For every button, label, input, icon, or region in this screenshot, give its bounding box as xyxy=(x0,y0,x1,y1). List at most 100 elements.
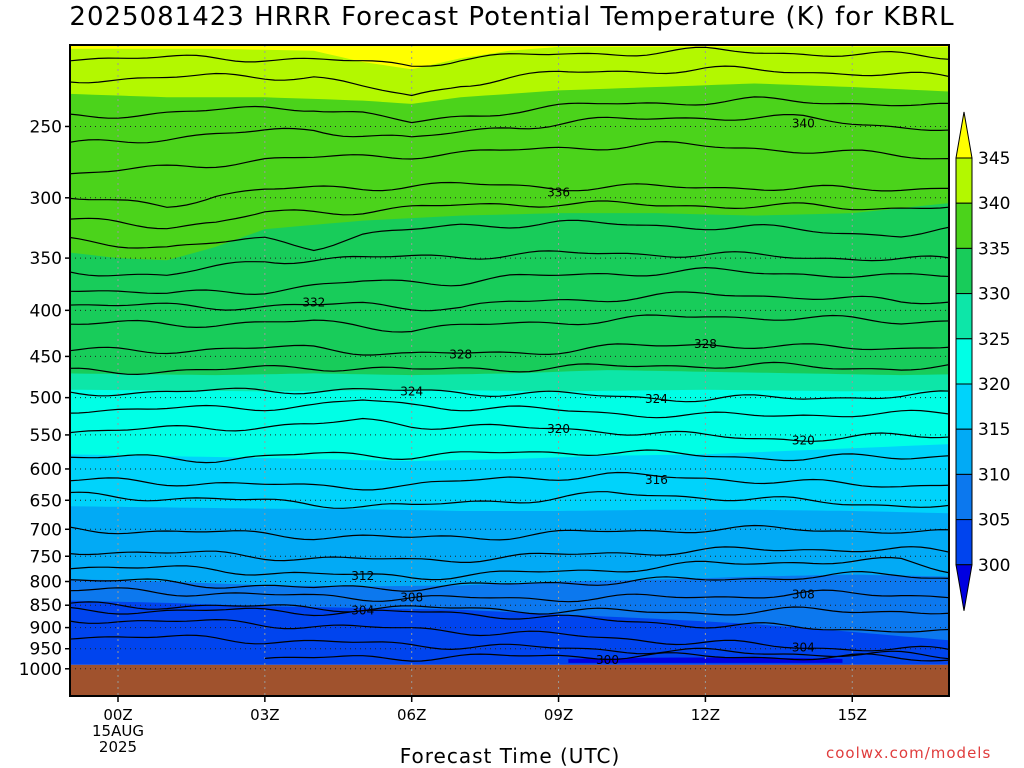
color-band xyxy=(568,657,843,663)
x-tick-label: 15Z xyxy=(838,706,867,724)
colorbar-label: 315 xyxy=(978,420,1010,440)
contour-line xyxy=(70,46,949,67)
y-tick-label: 700 xyxy=(30,520,62,540)
colorbar-label: 325 xyxy=(978,330,1010,350)
colorbar-swatch xyxy=(955,383,973,430)
contour-line xyxy=(70,524,949,541)
colorbar-label: 300 xyxy=(978,556,1010,576)
y-tick-label: 250 xyxy=(30,117,62,137)
contour-line xyxy=(70,250,949,277)
contour-label: 300 xyxy=(596,653,619,667)
colorbar-swatch xyxy=(955,157,973,204)
contour-line xyxy=(70,314,949,333)
contour-line xyxy=(70,399,949,419)
contour-line xyxy=(70,491,949,509)
contour-label: 324 xyxy=(400,384,423,398)
colorbar-arrow-bottom xyxy=(955,564,973,611)
ground-layer xyxy=(70,664,949,696)
contour-line xyxy=(70,634,949,660)
y-tick-label: 800 xyxy=(30,573,62,593)
y-tick-label: 750 xyxy=(30,547,62,567)
x-axis: 00Z 03Z 06Z 09Z 12Z 15Z xyxy=(103,696,867,724)
colorbar-label: 335 xyxy=(978,239,1010,259)
contour-label: 304 xyxy=(351,604,374,618)
contour-line xyxy=(70,618,949,652)
y-tick-label: 450 xyxy=(30,347,62,367)
credit-link[interactable]: coolwx.com/models xyxy=(826,744,992,762)
y-tick-label: 550 xyxy=(30,426,62,446)
color-band xyxy=(70,45,949,104)
contour-label: 308 xyxy=(400,590,423,604)
contour-line xyxy=(70,601,949,616)
contour-line xyxy=(70,570,949,592)
contour-label: 320 xyxy=(547,422,570,436)
contour-label: 328 xyxy=(694,337,717,351)
colorbar-label: 340 xyxy=(978,194,1010,214)
y-tick-label: 650 xyxy=(30,491,62,511)
contour-lines xyxy=(70,46,949,662)
contour-labels: 340 336 332 328 328 324 324 320 320 316 312 308 308 3… xyxy=(302,116,814,667)
color-band xyxy=(70,45,949,70)
x-tick-label: 06Z xyxy=(397,706,426,724)
contour-line xyxy=(70,343,949,356)
contour-line xyxy=(70,200,949,230)
colorbar-swatch xyxy=(955,519,973,566)
ground-fill xyxy=(70,664,949,696)
contour-label: 320 xyxy=(792,434,815,448)
y-tick-label: 600 xyxy=(30,460,62,480)
contour-label: 328 xyxy=(449,348,472,362)
colorbar-swatch xyxy=(955,202,973,249)
x-axis-label: Forecast Time (UTC) xyxy=(399,744,621,768)
contour-line xyxy=(70,587,949,603)
contour-line xyxy=(70,114,949,144)
contour-line xyxy=(70,181,949,208)
plot-frame xyxy=(69,44,950,697)
y-tick-label: 950 xyxy=(30,640,62,660)
y-tick-label: 900 xyxy=(30,619,62,639)
contour-line xyxy=(70,361,949,376)
contour-label: 340 xyxy=(792,116,815,130)
contour-label: 308 xyxy=(792,587,815,601)
contour-line xyxy=(70,266,949,296)
y-tick-label: 850 xyxy=(30,596,62,616)
x-date-line: 2025 xyxy=(99,738,137,756)
colorbar-swatch xyxy=(955,247,973,295)
y-tick-label: 350 xyxy=(30,249,62,269)
contour-line xyxy=(70,140,949,175)
x-tick-label: 03Z xyxy=(250,706,279,724)
colorbar-label: 305 xyxy=(978,511,1010,531)
colorbar-label: 310 xyxy=(978,465,1010,485)
y-axis: 250 300 350 400 450 500 550 600 650 700 750 800 850 9… xyxy=(19,117,70,680)
contour-line xyxy=(264,652,949,662)
contour-line xyxy=(70,387,949,403)
colorbar-label: 330 xyxy=(978,285,1010,305)
contour-line xyxy=(70,417,949,442)
contour-label: 304 xyxy=(792,640,815,654)
contour-line xyxy=(70,546,949,563)
colorbar-swatch xyxy=(955,473,973,521)
color-band xyxy=(70,45,949,261)
x-date-line: 15AUG xyxy=(92,722,144,740)
chart-title: 2025081423 HRRR Forecast Potential Tempe… xyxy=(69,2,955,32)
contour-line xyxy=(70,471,949,491)
contour-label: 324 xyxy=(645,392,668,406)
contour-label: 336 xyxy=(547,186,570,200)
x-tick-label: 00Z xyxy=(103,706,132,724)
y-tick-label: 400 xyxy=(30,301,62,321)
colorbar-arrow-top xyxy=(955,111,973,159)
contour-label: 312 xyxy=(351,569,374,583)
y-tick-label: 1000 xyxy=(19,660,62,680)
colorbar-swatch xyxy=(955,338,973,385)
contour-line xyxy=(70,557,949,581)
colorbar: 300 305 310 315 320 325 330 335 340 345 xyxy=(955,111,1010,611)
contour-line xyxy=(70,449,949,464)
y-tick-label: 500 xyxy=(30,389,62,409)
contour-line xyxy=(70,291,949,312)
contour-label: 316 xyxy=(645,473,668,487)
contour-line xyxy=(70,606,949,633)
colorbar-swatch xyxy=(955,293,973,340)
x-tick-label: 12Z xyxy=(691,706,720,724)
colorbar-swatch xyxy=(955,428,973,475)
